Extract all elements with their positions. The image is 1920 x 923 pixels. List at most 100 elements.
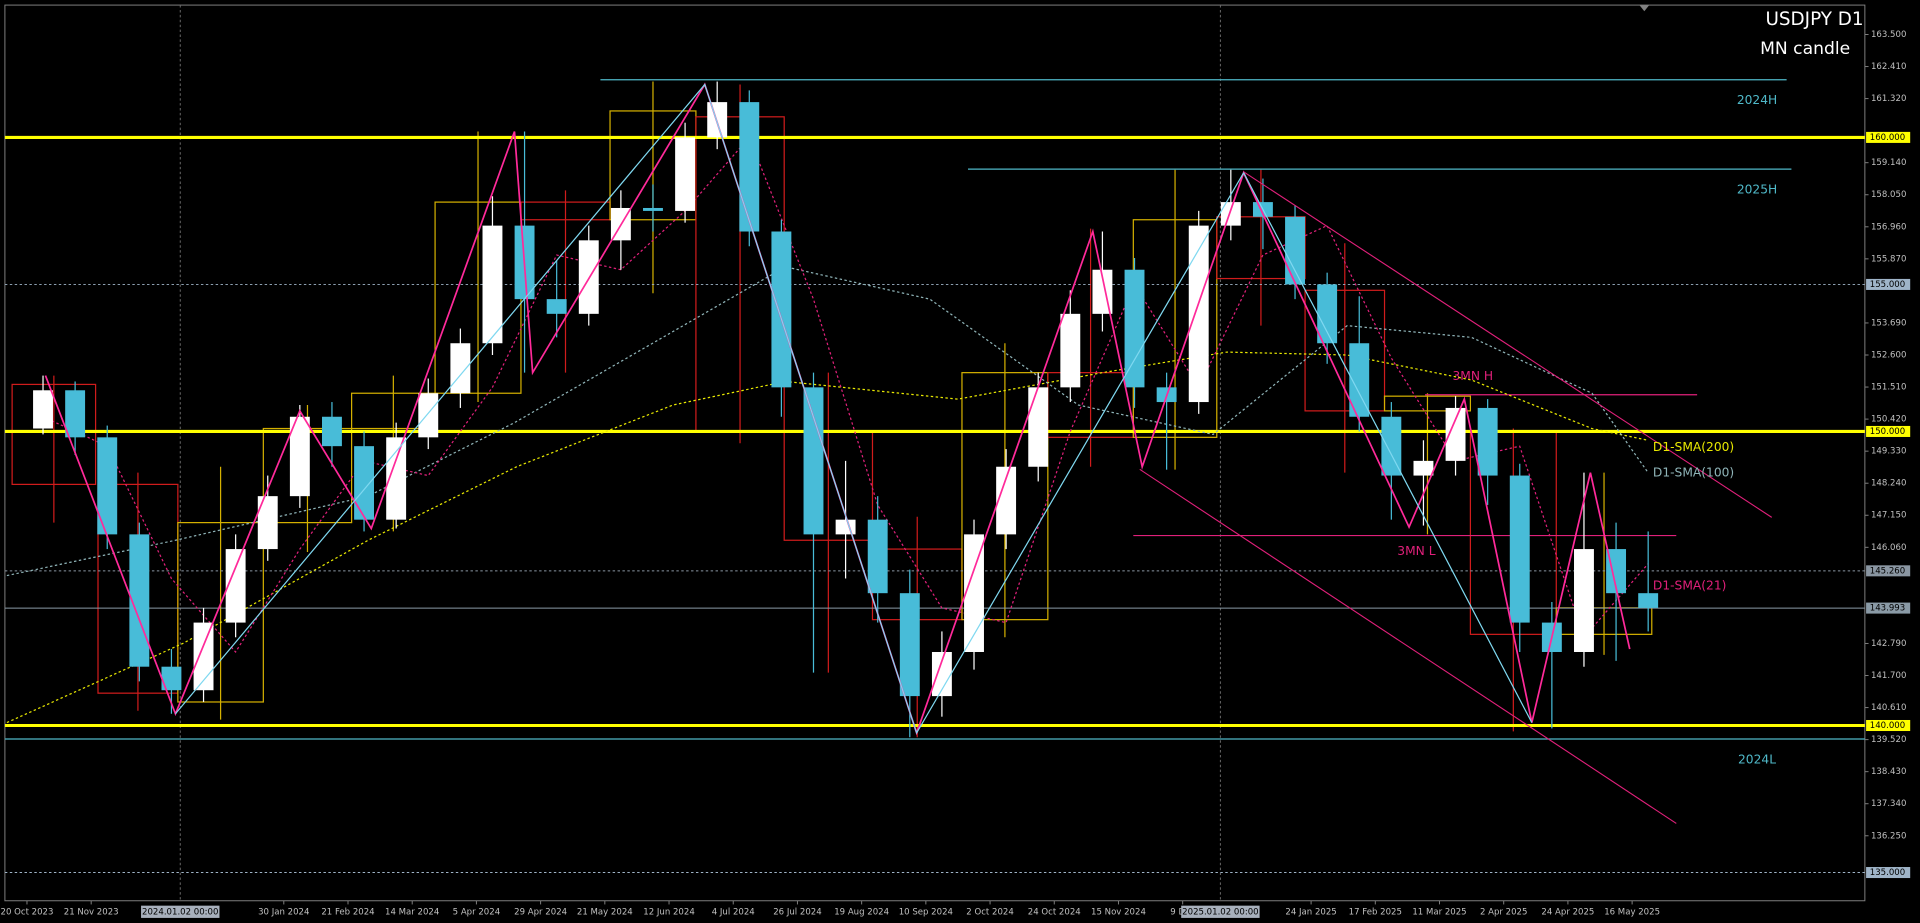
price-tag-label: 155.000 (1870, 280, 1905, 290)
y-tick-label: 158.050 (1871, 190, 1906, 200)
candle-body (65, 390, 86, 438)
separator-label: 2025.01.02 00:00 (1182, 907, 1258, 917)
candle-body (1028, 387, 1049, 467)
price-tag (1866, 425, 1911, 437)
candle-body (482, 225, 503, 344)
y-tick-label: 163.500 (1871, 30, 1906, 40)
price-tag (1866, 131, 1911, 143)
price-tag-label: 143.993 (1870, 604, 1905, 614)
x-tick-label: 24 Jan 2025 (1285, 907, 1336, 917)
candle-body (161, 666, 182, 691)
y-tick-label: 142.790 (1871, 639, 1906, 649)
monthly-body (961, 372, 1049, 621)
y-tick-label: 136.250 (1871, 831, 1906, 841)
level-label: 2024H (1737, 93, 1777, 107)
candle-body (1477, 407, 1498, 476)
x-tick-label: 10 Sep 2024 (899, 907, 953, 917)
price-tag-label: 135.000 (1870, 868, 1905, 878)
candle-body (1509, 475, 1530, 623)
x-tick-label: 12 Jun 2024 (643, 907, 695, 917)
x-tick-label: 2 Apr 2025 (1480, 907, 1528, 917)
candle-body (1413, 460, 1434, 476)
candle-body (1317, 284, 1338, 344)
price-tag (1866, 278, 1911, 290)
series-label: D1-SMA(200) (1653, 440, 1734, 454)
candle-body (289, 416, 310, 497)
x-tick-label: 17 Feb 2025 (1349, 907, 1402, 917)
candle-body (643, 207, 663, 211)
x-tick-label: 5 Apr 2024 (453, 907, 501, 917)
x-tick-label: 29 Apr 2024 (514, 907, 567, 917)
candle-body (418, 393, 439, 438)
y-tick-label: 151.510 (1871, 383, 1906, 393)
candle-body (675, 137, 696, 211)
zigzag-line (44, 82, 1631, 736)
price-tag (1866, 565, 1911, 577)
y-tick-label: 138.430 (1871, 767, 1906, 777)
y-tick-label: 153.690 (1871, 318, 1906, 328)
x-tick-label: 21 May 2024 (577, 907, 633, 917)
candle-body (546, 299, 567, 314)
candle-body (1574, 549, 1594, 652)
monthly-body (1555, 607, 1653, 635)
x-tick-label: 11 Mar 2025 (1412, 907, 1466, 917)
y-tick-label: 149.330 (1871, 447, 1906, 457)
price-tag-label: 150.000 (1870, 427, 1905, 437)
candle-body (996, 466, 1017, 535)
y-tick-label: 155.870 (1871, 254, 1906, 264)
y-tick-label: 139.520 (1871, 735, 1906, 745)
y-tick-label: 140.610 (1871, 703, 1906, 713)
zigzag-line (174, 83, 1533, 735)
level-label: 2024L (1738, 752, 1776, 766)
chart-title: USDJPY D1 (1765, 9, 1863, 30)
candle-body (835, 519, 856, 535)
candle-body (1220, 202, 1241, 226)
monthly-body (1383, 395, 1472, 412)
x-tick-label: 24 Oct 2024 (1028, 907, 1081, 917)
candle-body (33, 390, 53, 429)
monthly-body (11, 383, 97, 485)
price-tag (1866, 719, 1911, 732)
y-tick-label: 146.060 (1871, 543, 1906, 553)
candle-body (931, 651, 952, 697)
y-tick-label: 156.960 (1871, 222, 1906, 232)
y-tick-label: 148.240 (1871, 479, 1906, 489)
candle-body (1188, 225, 1209, 403)
plot-frame (4, 4, 1866, 902)
level-label: 3MN L (1397, 544, 1435, 558)
candle-body (899, 593, 920, 697)
y-tick-label: 152.600 (1871, 351, 1906, 361)
y-tick-label: 162.410 (1871, 62, 1906, 72)
x-tick-label: 15 Nov 2024 (1091, 907, 1146, 917)
x-tick-label: 26 Jul 2024 (773, 907, 821, 917)
candle-body (193, 622, 214, 691)
price-tag-label: 160.000 (1870, 133, 1905, 143)
candle-body (97, 437, 118, 535)
scroll-marker (1639, 5, 1650, 12)
x-tick-label: 4 Jul 2024 (712, 907, 755, 917)
candle-body (1060, 313, 1081, 388)
series-label: D1-SMA(100) (1653, 466, 1734, 480)
candle-body (1638, 593, 1659, 608)
series-label: D1-SMA(21) (1653, 578, 1727, 592)
candle-body (867, 519, 888, 594)
separator-label: 2024.01.02 00:00 (142, 907, 218, 917)
trend-line (1243, 171, 1773, 518)
chart-subtitle: MN candle (1760, 39, 1850, 59)
y-tick-label: 137.340 (1871, 799, 1906, 809)
x-tick-label: 21 Nov 2023 (64, 907, 119, 917)
y-tick-label: 161.320 (1871, 94, 1906, 104)
candle-body (1381, 416, 1402, 476)
level-label: 2025H (1737, 182, 1777, 196)
candle-body (354, 446, 375, 520)
candle-body (450, 343, 471, 394)
candle-body (803, 387, 824, 535)
separator-tag (1181, 905, 1260, 918)
candle-body (1285, 216, 1305, 285)
candle-body (771, 231, 792, 388)
x-tick-label: 30 Jan 2024 (258, 907, 309, 917)
x-tick-label: 24 Apr 2025 (1541, 907, 1594, 917)
monthly-body (1304, 289, 1386, 412)
